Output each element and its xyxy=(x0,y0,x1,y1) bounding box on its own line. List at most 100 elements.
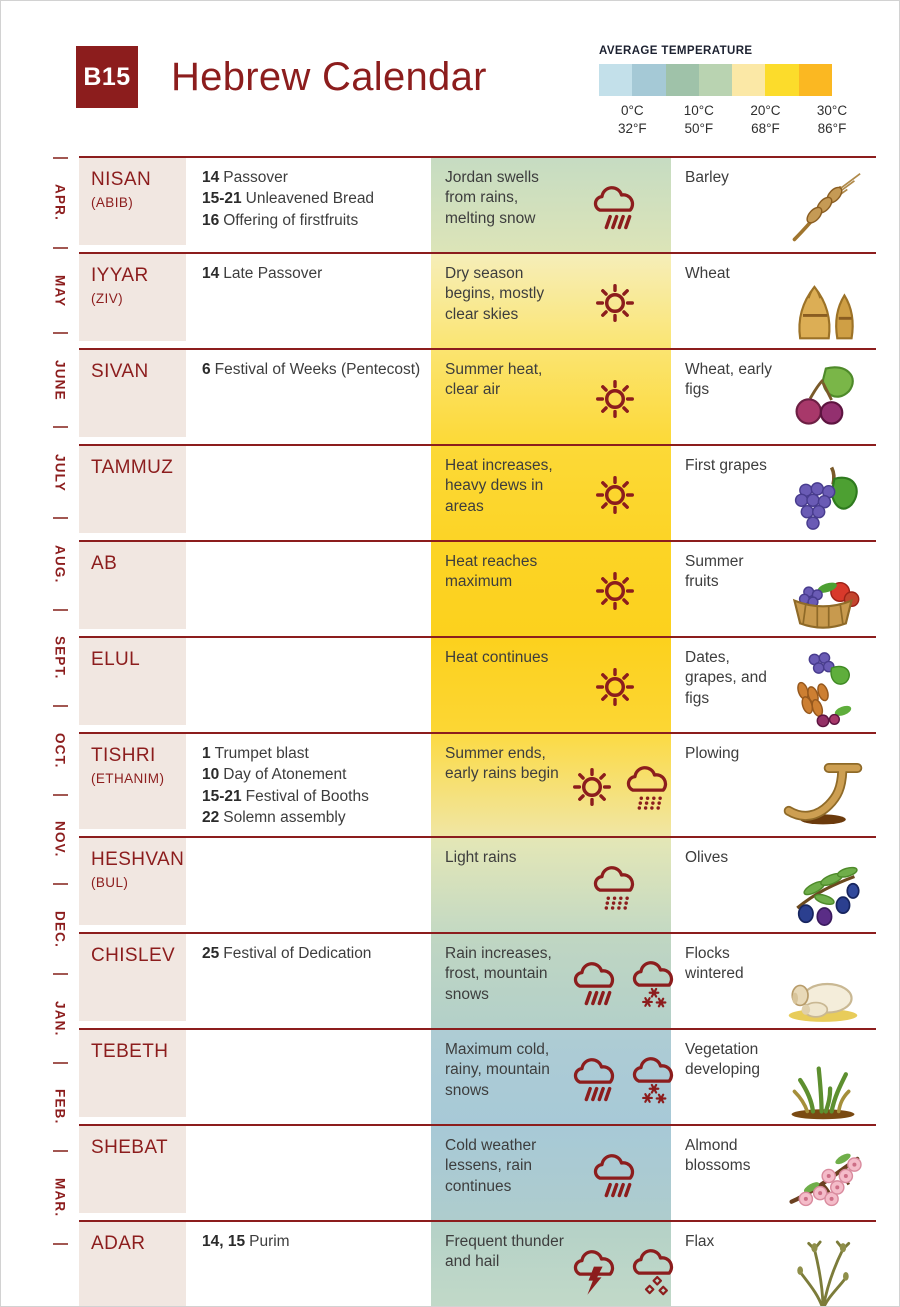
month-row: TEBETH Maximum cold, rainy, mountain snow… xyxy=(79,1027,876,1124)
weather-icons xyxy=(569,1040,680,1118)
month-row: HESHVAN (BUL) Light rains Olives xyxy=(79,835,876,932)
festival-dates: 14, 15 xyxy=(202,1232,246,1250)
rain-cloud-icon xyxy=(593,1154,635,1198)
rail-month-label: DEC. xyxy=(52,910,68,948)
snow-cloud-icon xyxy=(632,960,674,1008)
month-name: TISHRI xyxy=(91,745,156,766)
sun-icon xyxy=(596,476,634,514)
rail-month-label: MAR. xyxy=(52,1177,68,1218)
rail-tick xyxy=(52,517,68,520)
month-name: NISAN xyxy=(91,169,152,190)
crops-label: Summer fruits xyxy=(685,553,744,591)
weather-icons xyxy=(569,552,661,630)
sun-icon xyxy=(573,767,611,806)
month-name: SIVAN xyxy=(91,361,149,382)
festival-text: Trumpet blast xyxy=(214,745,309,762)
festivals-cell: 6 Festival of Weeks (Pentecost) xyxy=(186,350,431,444)
festivals-cell: 14, 15 Purim xyxy=(186,1222,431,1306)
weather-icons xyxy=(569,1136,661,1214)
flax-illustration xyxy=(797,1240,851,1306)
crops-label: Vegetation developing xyxy=(685,1040,760,1079)
festival-dates: 15-21 xyxy=(202,190,242,208)
rail-tick xyxy=(52,1061,68,1064)
festival-item: 10 Day of Atonement xyxy=(202,765,423,785)
festival-dates: 14 xyxy=(202,169,220,186)
legend-swatch xyxy=(798,64,832,96)
legend-fahrenheit: 68°F xyxy=(751,120,780,136)
legend-swatch xyxy=(765,64,799,96)
festival-item: 14, 15 Purim xyxy=(202,1232,423,1252)
crops-cell: Summer fruits xyxy=(671,542,876,636)
weather-text: Maximum cold, rainy, mountain snows xyxy=(445,1040,550,1099)
chart-badge: B15 xyxy=(76,46,138,108)
legend-celsius: 10°C xyxy=(683,103,714,118)
gregorian-month-rail: APR. MAY JUNE JULY AUG. SEPT. OCT. NOV. DEC. JAN.… xyxy=(45,157,75,1245)
festivals-cell xyxy=(186,1030,431,1124)
crop-illustration-box xyxy=(772,264,874,344)
crop-illustration-box xyxy=(772,1136,874,1216)
olives-illustration xyxy=(796,866,860,926)
festival-dates: 16 xyxy=(202,211,220,229)
festival-item: 15-21 Festival of Booths xyxy=(202,787,423,807)
rain-cloud-icon xyxy=(573,962,615,1006)
sun-icon xyxy=(596,380,634,418)
hail-cloud-icon xyxy=(632,1248,674,1296)
weather-cell: Summer ends, early rains begin xyxy=(431,734,671,836)
crop-illustration-box xyxy=(772,456,874,536)
month-name-cell: ADAR xyxy=(79,1221,186,1306)
crops-cell: Olives xyxy=(671,838,876,932)
festival-dates: 1 xyxy=(202,745,211,762)
crops-cell: Flax xyxy=(671,1222,876,1306)
festivals-cell xyxy=(186,1126,431,1220)
crops-cell: Almond blossoms xyxy=(671,1126,876,1220)
weather-cell: Dry season begins, mostly clear skies xyxy=(431,254,671,348)
festival-text: Festival of Booths xyxy=(245,787,369,805)
temperature-legend: AVERAGE TEMPERATURE 0°C 32°F 10°C 50°F 20°C 6… xyxy=(599,45,847,140)
weather-cell: Rain increases, frost, mountain snows xyxy=(431,933,674,1028)
festivals-cell xyxy=(186,638,431,732)
month-row: NISAN (ABIB) 14 Passover 15-21 Unleavened Bre… xyxy=(79,156,876,252)
crops-label: Plowing xyxy=(685,745,740,762)
month-row: ADAR 14, 15 Purim Frequent thunder and hail… xyxy=(79,1219,876,1306)
crop-illustration-box xyxy=(772,168,874,248)
festival-dates: 6 xyxy=(202,361,211,378)
crop-illustration-box xyxy=(772,1040,874,1120)
crops-label: Wheat xyxy=(685,265,730,282)
weather-text: Heat reaches maximum xyxy=(445,553,538,591)
festival-item: 14 Late Passover xyxy=(202,264,423,284)
lightning-cloud-icon xyxy=(573,1250,615,1295)
weather-text: Rain increases, frost, mountain snows xyxy=(445,944,552,1003)
weather-cell: Heat reaches maximum xyxy=(431,542,671,636)
legend-fahrenheit: 86°F xyxy=(817,120,847,136)
weather-icons xyxy=(569,168,661,246)
festivals-cell: 1 Trumpet blast 10 Day of Atonement 15-21 Fes… xyxy=(186,734,431,836)
legend-celsius: 0°C xyxy=(620,103,644,118)
month-name-cell: AB xyxy=(79,542,186,629)
rail-month-label: NOV. xyxy=(52,821,68,858)
rail-month-label: SEPT. xyxy=(52,636,68,680)
rail-tick xyxy=(52,426,68,429)
weather-text: Dry season begins, mostly clear skies xyxy=(445,265,545,323)
rail-tick xyxy=(52,157,68,159)
page-title: Hebrew Calendar xyxy=(171,55,487,99)
rail-tick xyxy=(52,247,68,250)
rail-tick xyxy=(52,608,68,611)
weather-icons xyxy=(569,264,661,342)
weather-text: Frequent thunder and hail xyxy=(445,1232,564,1271)
weather-text: Heat increases, heavy dews in areas xyxy=(445,457,553,515)
month-row: ELUL Heat continues Dates, grapes, and fig… xyxy=(79,636,876,732)
month-row: TAMMUZ Heat increases, heavy dews in area… xyxy=(79,444,876,540)
rain-cloud-icon xyxy=(593,186,635,230)
festival-item: 15-21 Unleavened Bread xyxy=(202,189,423,209)
legend-celsius: 20°C xyxy=(750,103,781,118)
month-row: SHEBAT Cold weather lessens, rain continu… xyxy=(79,1123,876,1220)
crop-illustration-box xyxy=(772,648,874,728)
drizzle-cloud-icon xyxy=(626,766,668,810)
weather-text: Jordan swells from rains, melting snow xyxy=(445,169,539,227)
rail-tick xyxy=(52,705,68,708)
legend-swatches xyxy=(599,64,832,96)
drizzle-cloud-icon xyxy=(593,866,635,910)
crops-label: Flax xyxy=(685,1232,715,1250)
festival-dates: 10 xyxy=(202,766,220,784)
